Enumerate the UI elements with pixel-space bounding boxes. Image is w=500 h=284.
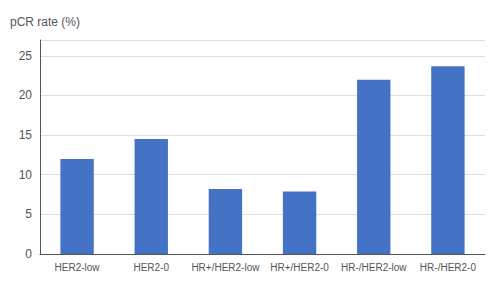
svg-text:0: 0 xyxy=(25,247,32,261)
svg-text:HR-/HER2-low: HR-/HER2-low xyxy=(341,262,407,273)
svg-text:HR-/HER2-0: HR-/HER2-0 xyxy=(420,262,477,273)
svg-text:HR+/HER2-0: HR+/HER2-0 xyxy=(270,262,329,273)
svg-text:HER2-0: HER2-0 xyxy=(133,262,169,273)
svg-text:pCR rate (%): pCR rate (%) xyxy=(10,15,80,29)
svg-text:5: 5 xyxy=(25,207,32,221)
svg-text:HR+/HER2-low: HR+/HER2-low xyxy=(191,262,260,273)
svg-text:25: 25 xyxy=(19,49,33,63)
svg-text:20: 20 xyxy=(19,88,33,102)
svg-text:HER2-low: HER2-low xyxy=(55,262,101,273)
svg-text:10: 10 xyxy=(19,168,33,182)
svg-text:15: 15 xyxy=(19,128,33,142)
